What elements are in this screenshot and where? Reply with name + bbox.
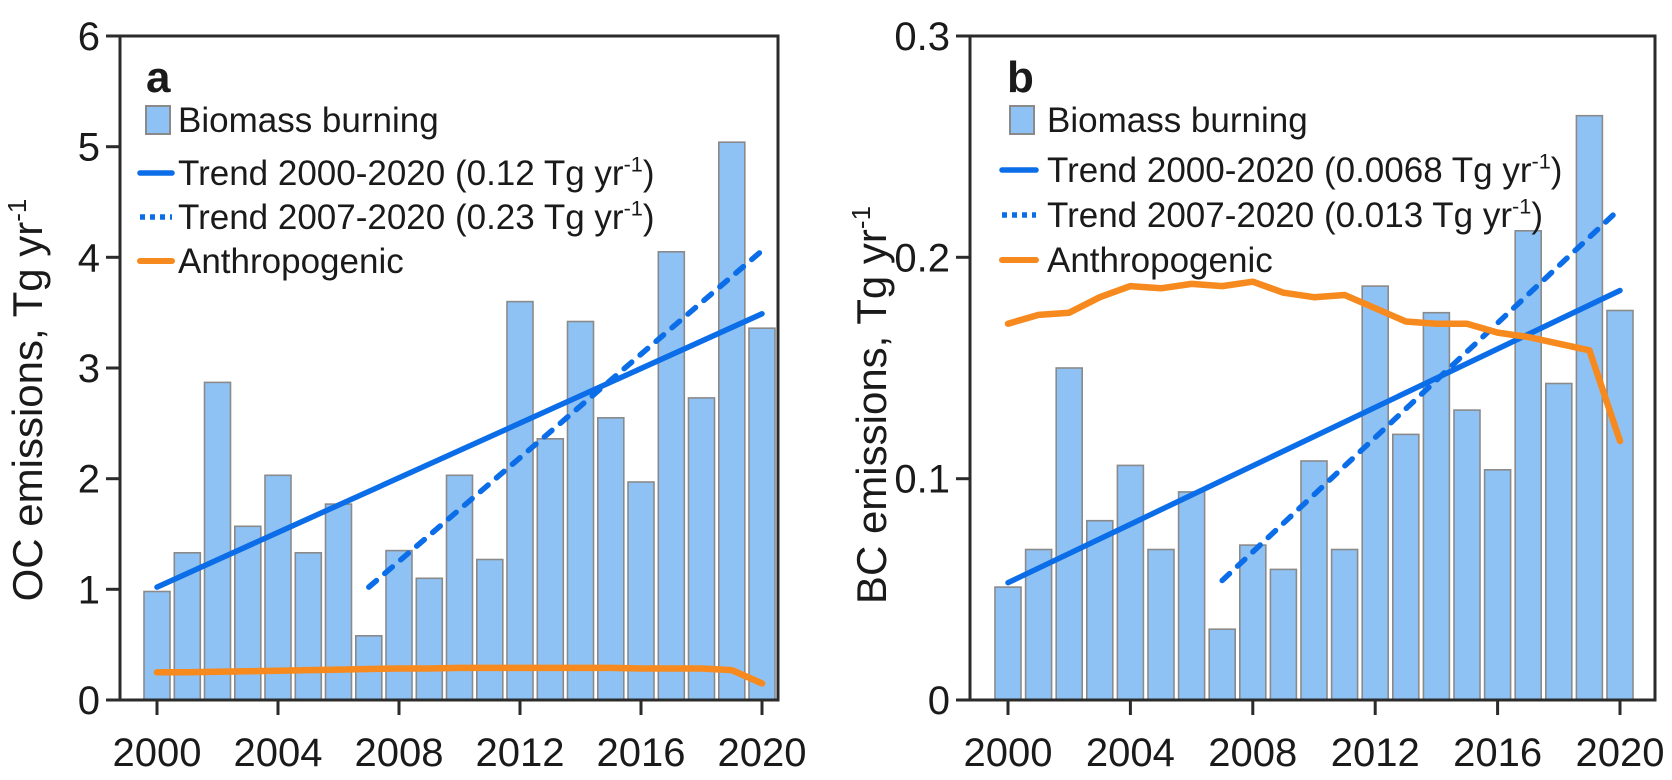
bar-2000 — [143, 590, 171, 701]
bar-2015 — [596, 416, 625, 701]
bar-2018 — [687, 397, 716, 701]
bar-2012 — [1361, 285, 1390, 701]
bar-2003 — [1086, 519, 1114, 701]
legend: Biomass burning Trend 2000-2020 (0.12 Tg … — [137, 101, 655, 281]
anthropogenic-line — [153, 664, 766, 687]
trend-2007-2020-line — [366, 247, 765, 590]
bar-2009 — [1269, 568, 1298, 701]
x-tick-label-2012: 2012 — [1331, 731, 1420, 775]
bar-2011 — [1330, 548, 1359, 701]
x-tick-label-2016: 2016 — [597, 731, 686, 775]
bc-emissions-chart: 0 0.1 0.2 0.3 2000 2004 2008 2012 2016 2020 BC emi… — [846, 15, 1665, 775]
bar-2000 — [994, 586, 1022, 701]
legend-label-trend-2000-2020: Trend 2000-2020 (0.0068 Tg yr-1) — [1047, 149, 1562, 190]
legend-swatch-biomass-burning — [1009, 105, 1035, 135]
y-tick-label-0: 0 — [78, 679, 100, 723]
y-tick-label-6: 6 — [78, 15, 100, 59]
bar-2006 — [1177, 491, 1206, 701]
bar-2013 — [536, 437, 565, 701]
bar-2005 — [1147, 548, 1175, 701]
trend-2000-2020-line — [1005, 287, 1623, 586]
bar-2014 — [566, 320, 595, 701]
bar-2020 — [748, 327, 776, 701]
y-tick-label-5: 5 — [78, 126, 100, 170]
y-tick-label-0: 0 — [928, 679, 950, 723]
bar-2019 — [717, 141, 746, 701]
bar-2008 — [1238, 544, 1267, 701]
bar-2013 — [1391, 433, 1420, 701]
legend: Biomass burning Trend 2000-2020 (0.0068 T… — [999, 101, 1562, 280]
bar-2018 — [1544, 382, 1573, 701]
bar-2011 — [475, 558, 504, 701]
x-tick-label-2000: 2000 — [964, 731, 1053, 775]
y-tick-label-0.2: 0.2 — [894, 236, 950, 280]
bar-2004 — [1116, 464, 1145, 701]
legend-label-trend-2000-2020: Trend 2000-2020 (0.12 Tg yr-1) — [178, 152, 655, 193]
legend-label-anthropogenic: Anthropogenic — [178, 242, 404, 281]
trend-2000-2020-line — [154, 311, 765, 590]
bar-2020 — [1606, 309, 1634, 701]
y-axis-title: OC emissions, Tg yr-1 — [2, 199, 51, 602]
y-tick-label-1: 1 — [78, 568, 100, 612]
panel-letter-b: b — [1007, 53, 1034, 102]
legend-label-biomass-burning: Biomass burning — [178, 101, 439, 140]
x-tick-label-2016: 2016 — [1453, 731, 1542, 775]
bar-2016 — [627, 481, 655, 701]
y-tick-label-3: 3 — [78, 347, 100, 391]
legend-label-trend-2007-2020: Trend 2007-2020 (0.013 Tg yr-1) — [1047, 194, 1543, 235]
x-tick-label-2004: 2004 — [234, 731, 323, 775]
legend-label-biomass-burning: Biomass burning — [1047, 101, 1308, 140]
panel-bc-emissions: 0 0.1 0.2 0.3 2000 2004 2008 2012 2016 2020 BC emi… — [836, 0, 1672, 780]
x-tick-label-2012: 2012 — [476, 731, 565, 775]
x-tick-label-2004: 2004 — [1086, 731, 1175, 775]
bar-2012 — [506, 300, 534, 701]
y-tick-label-0.1: 0.1 — [894, 458, 950, 502]
bar-2016 — [1483, 468, 1512, 701]
y-axis-title: BC emissions, Tg yr-1 — [846, 206, 895, 604]
legend-label-anthropogenic: Anthropogenic — [1047, 241, 1273, 280]
bar-2008 — [385, 549, 413, 701]
bar-2017 — [1514, 230, 1543, 701]
plot-frame — [968, 34, 1657, 702]
legend-label-trend-2007-2020: Trend 2007-2020 (0.23 Tg yr-1) — [178, 196, 655, 237]
anthropogenic-line — [1004, 278, 1624, 445]
bar-2015 — [1453, 409, 1481, 701]
oc-emissions-chart: 0 1 2 3 4 5 6 2000 2004 2008 2012 2016 2020 OC emissi… — [2, 15, 807, 775]
y-tick-label-0.3: 0.3 — [894, 15, 950, 59]
trend-2007-2020-line — [1219, 205, 1623, 584]
x-tick-label-2008: 2008 — [1208, 731, 1297, 775]
bar-2010 — [445, 474, 474, 701]
bar-2005 — [294, 551, 323, 701]
bar-2009 — [415, 577, 444, 701]
x-tick-label-2008: 2008 — [355, 731, 444, 775]
panel-oc-emissions: 0 1 2 3 4 5 6 2000 2004 2008 2012 2016 2020 OC emissi… — [2, 15, 807, 775]
panel-letter-a: a — [146, 53, 171, 102]
legend-swatch-biomass-burning — [145, 105, 171, 135]
y-tick-label-2: 2 — [78, 458, 100, 502]
bar-2002 — [203, 381, 232, 701]
x-tick-label-2020: 2020 — [1576, 731, 1665, 775]
bar-2019 — [1575, 114, 1604, 701]
bar-2007 — [1208, 628, 1237, 701]
bar-2004 — [264, 474, 292, 701]
bar-2002 — [1055, 367, 1083, 701]
y-tick-label-4: 4 — [78, 236, 100, 280]
x-tick-label-2000: 2000 — [113, 731, 202, 775]
x-tick-label-2020: 2020 — [718, 731, 807, 775]
